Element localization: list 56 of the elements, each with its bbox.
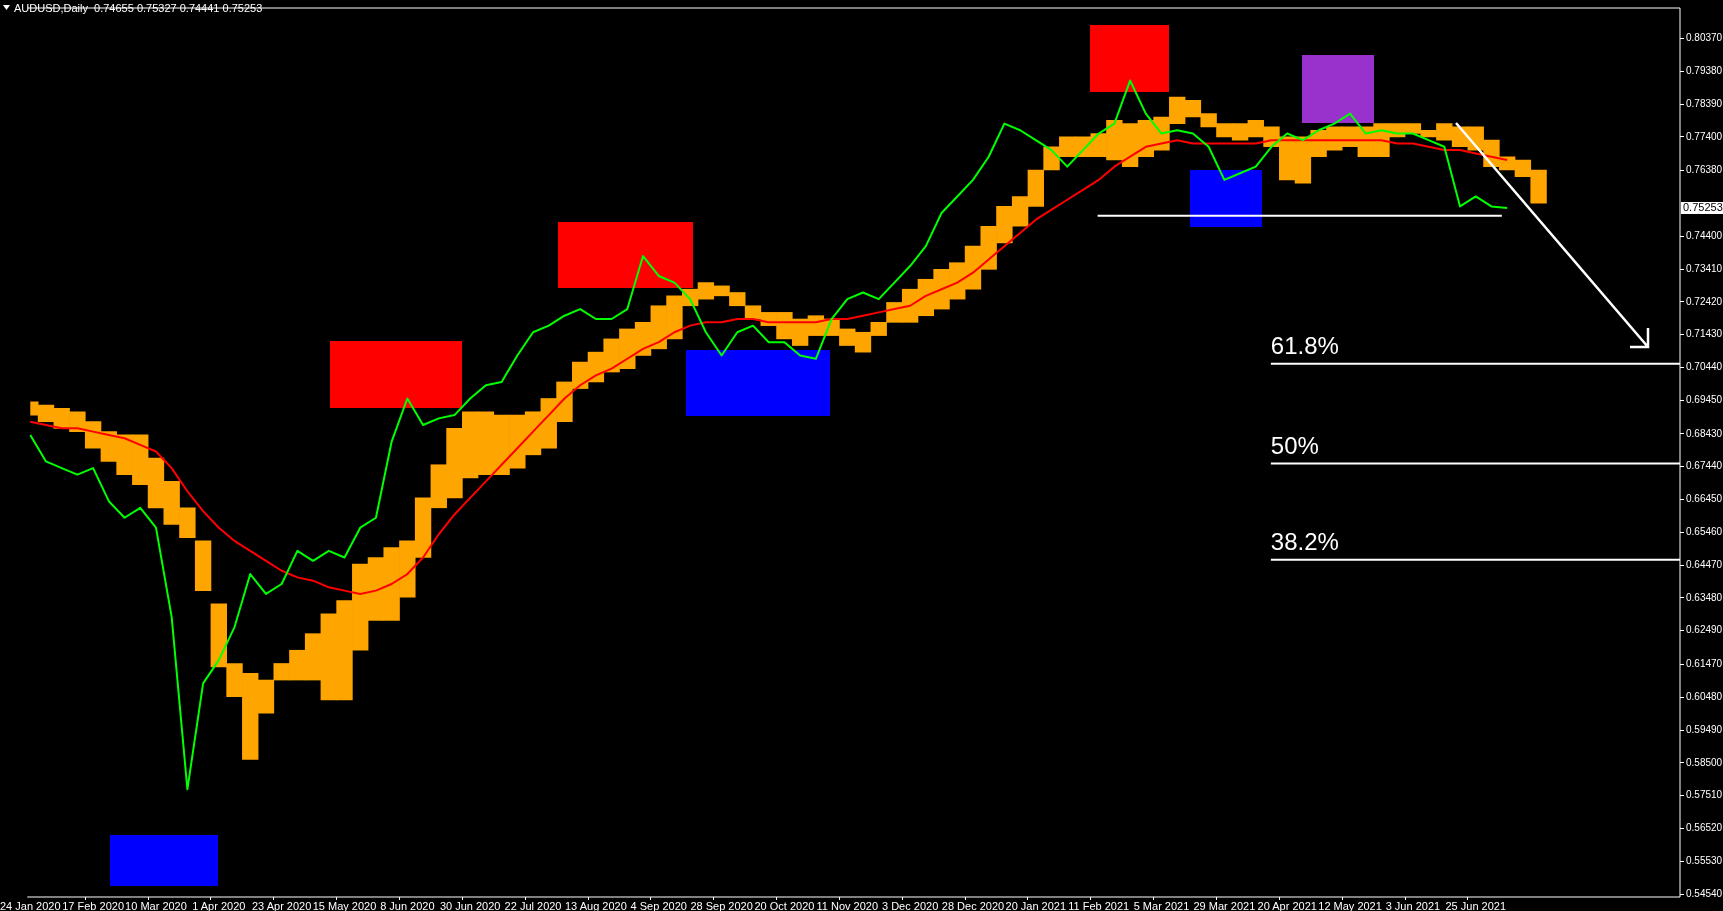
x-tick-label: 13 Aug 2020: [565, 899, 627, 911]
y-tick-label: 0.73410: [1686, 262, 1723, 274]
annotation: 50%: [1270, 432, 1319, 460]
x-tick-label: 25 Jun 2021: [1445, 899, 1507, 911]
x-tick-label: 20 Jan 2021: [1005, 899, 1067, 911]
y-tick-label: 0.59490: [1686, 723, 1723, 735]
y-tick-label: 0.79380: [1686, 65, 1723, 77]
y-tick-label: 0.54540: [1686, 887, 1723, 899]
y-tick-label: 0.71430: [1686, 328, 1723, 340]
x-tick-label: 29 Mar 2021: [1193, 899, 1256, 911]
y-tick-label: 0.67440: [1686, 460, 1723, 472]
y-tick-label: 0.58500: [1686, 756, 1723, 768]
x-tick-label: 15 May 2020: [312, 899, 377, 911]
y-tick-label: 0.77400: [1686, 130, 1723, 142]
bar: [194, 540, 212, 591]
annotation: 38.2%: [1270, 528, 1339, 556]
y-tick-label: 0.61470: [1686, 658, 1723, 670]
y-tick-label: 0.69450: [1686, 393, 1723, 405]
y-tick-label: 0.68430: [1686, 427, 1723, 439]
y-tick-label: 0.56520: [1686, 822, 1723, 834]
x-tick-label: 3 Jun 2021: [1385, 899, 1441, 911]
x-tick-label: 1 Apr 2020: [192, 899, 246, 911]
y-tick-label: 0.55530: [1686, 854, 1723, 866]
x-tick-label: 12 May 2021: [1318, 899, 1382, 911]
x-tick-label: 5 Mar 2021: [1133, 899, 1190, 911]
x-tick-label: 20 Oct 2020: [754, 899, 815, 911]
x-tick-label: 3 Dec 2020: [882, 899, 939, 911]
x-tick-label: 22 Jul 2020: [504, 899, 562, 911]
y-tick-label: 0.65460: [1686, 526, 1723, 538]
x-tick-label: 20 Apr 2021: [1257, 899, 1317, 911]
text: 0.75253: [1683, 201, 1723, 214]
y-tick-label: 0.63480: [1686, 591, 1723, 603]
x-tick-label: 11 Feb 2021: [1068, 899, 1130, 911]
x-tick-label: 24 Jan 2020: [0, 899, 61, 911]
y-tick-label: 0.64470: [1686, 558, 1723, 570]
x-tick-label: 28 Sep 2020: [690, 899, 753, 911]
x-tick-label: 11 Nov 2020: [816, 899, 879, 911]
y-tick-label: 0.70440: [1686, 361, 1723, 373]
y-tick-label: 0.62490: [1686, 624, 1723, 636]
y-tick-label: 0.66450: [1686, 493, 1723, 505]
chart-title: AUDUSD,Daily 0.74655 0.75327 0.74441 0.75253: [14, 2, 263, 14]
x-tick-label: 23 Apr 2020: [251, 899, 312, 911]
x-tick-label: 4 Sep 2020: [630, 899, 687, 911]
y-tick-label: 0.76380: [1686, 164, 1723, 176]
x-tick-label: 10 Mar 2020: [125, 899, 187, 911]
y-tick-label: 0.72420: [1686, 295, 1723, 307]
annotation: 61.8%: [1270, 332, 1339, 360]
x-tick-label: 8 Jun 2020: [380, 899, 435, 911]
x-tick-label: 17 Feb 2020: [62, 899, 125, 911]
x-tick-label: 30 Jun 2020: [439, 899, 501, 911]
y-tick-label: 0.78390: [1686, 97, 1723, 109]
y-tick-label: 0.57510: [1686, 789, 1723, 801]
y-tick-label: 0.74400: [1686, 229, 1723, 241]
y-tick-label: 0.60480: [1686, 691, 1723, 703]
y-tick-label: 0.80370: [1686, 32, 1723, 44]
x-tick-label: 28 Dec 2020: [941, 899, 1005, 911]
